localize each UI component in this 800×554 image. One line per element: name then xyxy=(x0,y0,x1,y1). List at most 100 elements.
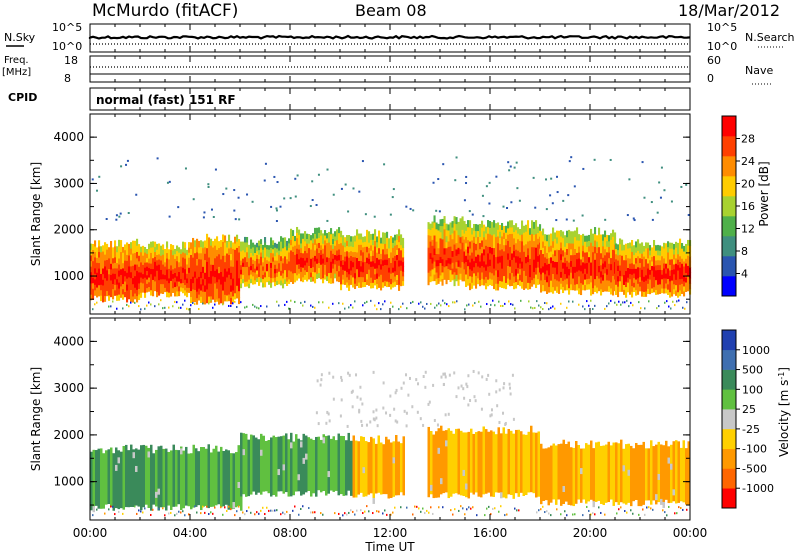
power-cell xyxy=(525,237,528,245)
power-cell xyxy=(114,256,117,263)
velocity-cell xyxy=(337,433,340,496)
velocity-ground xyxy=(518,509,520,512)
power-cell xyxy=(485,226,488,234)
power-cell xyxy=(550,274,553,281)
power-cell xyxy=(344,274,347,281)
power-cell xyxy=(669,242,672,249)
power-cell xyxy=(292,267,295,274)
power-cell xyxy=(621,260,624,267)
power-cell xyxy=(184,258,187,264)
power-cell xyxy=(330,228,333,235)
power-ground xyxy=(256,306,258,309)
power-cell xyxy=(598,284,601,292)
power-cell xyxy=(677,259,680,266)
nsky-trace xyxy=(88,34,691,40)
power-cell xyxy=(513,244,516,252)
power-cell xyxy=(578,246,581,253)
power-cell xyxy=(100,267,103,274)
power-cell xyxy=(322,253,325,259)
power-cell xyxy=(590,261,593,270)
power-cell xyxy=(643,286,646,292)
power-cell xyxy=(647,257,650,264)
power-cell xyxy=(272,244,275,250)
power-cell xyxy=(184,289,187,296)
velocity-cell xyxy=(287,439,290,497)
power-cell xyxy=(256,266,259,271)
power-cell xyxy=(272,277,275,283)
power-cell xyxy=(288,238,291,244)
power-cell xyxy=(380,268,383,275)
power-cell xyxy=(140,271,143,278)
power-cell xyxy=(400,234,403,241)
velocity-ground xyxy=(548,512,550,515)
power-ground xyxy=(438,302,440,305)
velocity-ground xyxy=(666,514,668,517)
velocity-ground xyxy=(144,507,146,510)
power-cell xyxy=(533,246,536,254)
velocity-cell xyxy=(585,443,588,504)
power-cell xyxy=(564,251,567,258)
velocity-cell xyxy=(327,471,330,478)
power-cell xyxy=(354,251,357,258)
power-scatter xyxy=(412,209,415,212)
velocity-scatter xyxy=(339,414,342,418)
power-cell xyxy=(226,294,229,302)
power-cell xyxy=(386,242,389,249)
power-cell xyxy=(629,283,632,290)
power-cell xyxy=(523,251,526,259)
power-cell xyxy=(659,288,662,294)
velocity-cell xyxy=(312,439,315,494)
power-cell xyxy=(487,239,490,247)
power-cell xyxy=(453,264,456,273)
power-cell xyxy=(118,269,121,277)
power-cell xyxy=(300,261,303,268)
power-cell xyxy=(677,253,680,260)
power-cell xyxy=(136,238,139,246)
power-cell xyxy=(475,275,478,283)
power-cell xyxy=(234,286,237,294)
power-cell xyxy=(334,240,337,246)
power-cell xyxy=(278,250,281,255)
power-cell xyxy=(256,254,259,259)
power-cell xyxy=(453,278,456,287)
velocity-ground xyxy=(314,511,316,514)
power-cell xyxy=(562,274,565,281)
velocity-scatter xyxy=(326,410,329,414)
power-cell xyxy=(398,247,401,255)
power-cell xyxy=(192,282,195,290)
power-cell xyxy=(576,264,579,272)
power-cell xyxy=(110,279,113,287)
power-ground xyxy=(398,308,400,311)
velocity-cell xyxy=(515,429,518,494)
power-cell xyxy=(232,295,235,303)
power-cell xyxy=(318,227,321,233)
power-cell xyxy=(266,277,269,283)
power-cell xyxy=(544,273,547,280)
power-cell xyxy=(517,227,520,234)
power-cell xyxy=(527,254,530,263)
power-cell xyxy=(324,274,327,280)
power-cell xyxy=(615,279,618,285)
power-cell xyxy=(439,262,442,270)
power-ground xyxy=(528,300,530,303)
velocity-scatter xyxy=(488,392,491,396)
power-cell xyxy=(455,242,458,250)
power-cell xyxy=(292,235,295,242)
velocity-scatter xyxy=(443,372,446,376)
velocity-cell xyxy=(362,467,365,474)
power-cell xyxy=(332,258,335,264)
power-cell xyxy=(681,283,684,289)
velocity-cell xyxy=(575,441,578,504)
power-cell xyxy=(286,249,289,255)
power-cell xyxy=(334,273,337,279)
power-cell xyxy=(643,256,646,262)
velocity-ground xyxy=(292,509,294,512)
power-cell xyxy=(248,279,251,284)
power-cell xyxy=(612,249,615,257)
power-cell xyxy=(282,257,285,264)
power-cell xyxy=(276,251,279,257)
power-cell xyxy=(606,240,609,247)
velocity-scatter xyxy=(320,373,323,377)
velocity-cell xyxy=(510,430,513,496)
power-cell xyxy=(258,240,261,246)
